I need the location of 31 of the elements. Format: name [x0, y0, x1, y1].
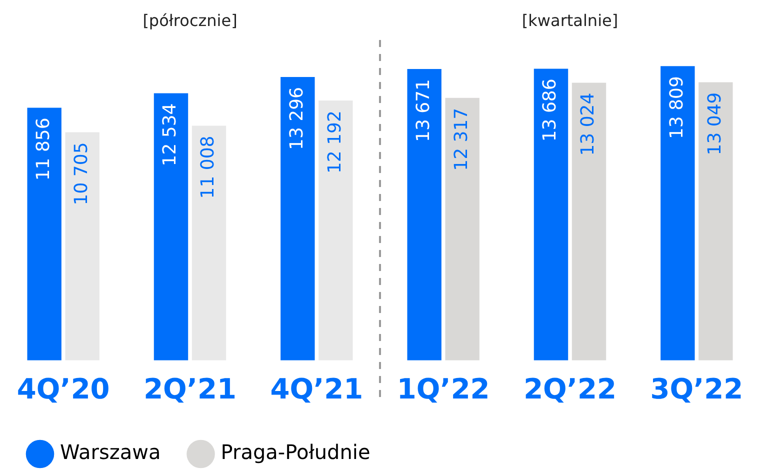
data-label: 12 317 [451, 108, 472, 171]
bar [407, 69, 442, 360]
x-tick-label: 3Q’22 [650, 372, 744, 406]
legend-label: Warszawa [60, 440, 161, 464]
bar [660, 66, 695, 360]
data-label: 13 024 [578, 92, 599, 156]
bar [698, 82, 733, 360]
data-label: 13 809 [666, 76, 688, 140]
data-label: 10 705 [71, 142, 92, 206]
data-label: 11 008 [198, 136, 219, 199]
data-label: 13 671 [413, 79, 434, 142]
data-label: 13 686 [540, 78, 561, 142]
bar [27, 108, 62, 360]
bar [280, 77, 315, 360]
x-tick-label: 1Q’22 [396, 372, 490, 406]
x-tick-label: 2Q’21 [144, 372, 236, 406]
bar [154, 93, 188, 360]
data-label: 12 192 [324, 110, 346, 174]
text: [półrocznie] [142, 11, 238, 30]
x-tick-label: 4Q’20 [16, 372, 110, 406]
x-tick-label: 4Q’21 [270, 372, 364, 406]
data-label: 12 534 [160, 103, 181, 166]
bar [572, 82, 606, 360]
data-label: 11 856 [33, 118, 54, 181]
data-label: 13 296 [286, 87, 308, 150]
x-tick-label: 2Q’22 [524, 372, 616, 406]
text: [kwartalnie] [522, 11, 618, 30]
data-label: 13 049 [704, 92, 726, 156]
bar [534, 68, 568, 360]
bar [445, 98, 480, 360]
legend-label: Praga-Południe [220, 440, 370, 464]
